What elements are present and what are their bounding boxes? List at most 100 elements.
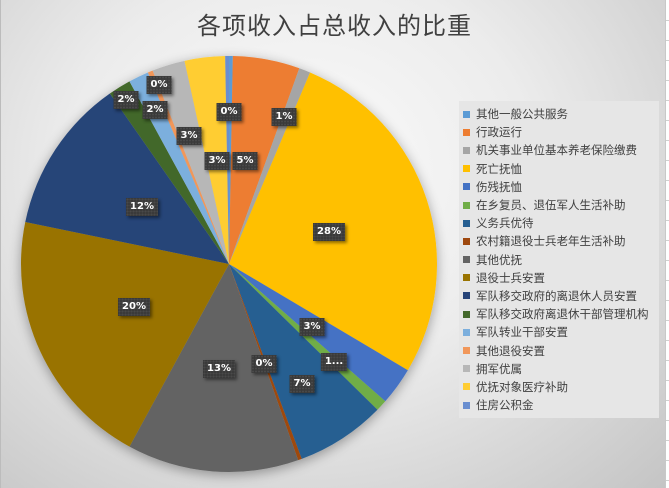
- pie-slice[interactable]: [109, 81, 229, 264]
- legend-swatch-icon: [463, 128, 470, 136]
- data-label[interactable]: 2%: [142, 101, 168, 119]
- legend-item[interactable]: 其他一般公共服务: [459, 105, 659, 123]
- data-label[interactable]: 1...: [320, 353, 348, 371]
- legend-label: 住房公积金: [476, 398, 534, 413]
- legend-swatch-icon: [463, 110, 470, 118]
- sheet-gridline-right: [665, 0, 669, 488]
- pie-slice[interactable]: [25, 93, 230, 265]
- pie-slice[interactable]: [20, 222, 230, 447]
- legend[interactable]: 其他一般公共服务 行政运行机关事业单位基本养老保险缴费 死亡抚恤伤残抚恤在乡复员、退…: [459, 101, 659, 418]
- pie-slice[interactable]: [152, 60, 229, 264]
- legend-item[interactable]: 军队移交政府的离退休人员安置: [459, 287, 659, 305]
- gridline-tick: [666, 20, 669, 21]
- pie-slice[interactable]: [229, 72, 438, 371]
- legend-swatch-icon: [463, 165, 470, 173]
- gridline-tick: [666, 220, 669, 221]
- legend-label: 农村籍退役士兵老年生活补助: [476, 234, 626, 249]
- data-label[interactable]: 2%: [113, 91, 139, 109]
- legend-swatch-icon: [463, 183, 470, 191]
- legend-label: 其他优抚: [476, 252, 522, 267]
- data-label[interactable]: 5%: [232, 152, 258, 170]
- data-label[interactable]: 0%: [251, 355, 277, 373]
- gridline-tick: [666, 340, 669, 341]
- legend-label: 军队移交政府的离退休人员安置: [476, 288, 637, 303]
- legend-item[interactable]: 伤残抚恤: [459, 178, 659, 196]
- gridline-tick: [666, 80, 669, 81]
- legend-swatch-icon: [463, 401, 470, 409]
- data-label[interactable]: 0%: [146, 76, 172, 94]
- legend-swatch-icon: [463, 237, 470, 245]
- legend-item[interactable]: 义务兵优待: [459, 214, 659, 232]
- gridline-tick: [666, 40, 669, 41]
- gridline-tick: [666, 260, 669, 261]
- data-label[interactable]: 7%: [289, 375, 315, 393]
- chart-title[interactable]: 各项收入占总收入的比重: [197, 12, 472, 40]
- legend-label: 优抚对象医疗补助: [476, 379, 568, 394]
- pie-slice[interactable]: [147, 70, 229, 264]
- legend-label: 机关事业单位基本养老保险缴费: [476, 143, 637, 158]
- legend-swatch-icon: [463, 365, 470, 373]
- legend-label: 其他一般公共服务: [476, 107, 568, 122]
- data-label[interactable]: 13%: [203, 360, 235, 378]
- sheet-gridline-left: [0, 0, 1, 488]
- gridline-tick: [666, 240, 669, 241]
- gridline-tick: [666, 160, 669, 161]
- legend-swatch-icon: [463, 201, 470, 209]
- legend-item[interactable]: 机关事业单位基本养老保险缴费: [459, 141, 659, 159]
- legend-label: 其他退役安置: [476, 343, 545, 358]
- legend-item[interactable]: 优抚对象医疗补助: [459, 378, 659, 396]
- data-label[interactable]: 20%: [118, 298, 150, 316]
- gridline-tick: [666, 320, 669, 321]
- gridline-tick: [666, 140, 669, 141]
- gridline-tick: [666, 360, 669, 361]
- legend-item[interactable]: 行政运行: [459, 123, 659, 141]
- legend-label: 行政运行: [476, 125, 522, 140]
- pie-slice[interactable]: [129, 72, 229, 264]
- pie-slices: [20, 56, 438, 473]
- gridline-tick: [666, 380, 669, 381]
- legend-item[interactable]: 拥军优属: [459, 360, 659, 378]
- legend-item[interactable]: 农村籍退役士兵老年生活补助: [459, 232, 659, 250]
- legend-label: 死亡抚恤: [476, 161, 522, 176]
- data-label[interactable]: 12%: [126, 198, 158, 216]
- legend-item[interactable]: 退役士兵安置: [459, 269, 659, 287]
- data-label[interactable]: 0%: [216, 103, 242, 121]
- gridline-tick: [666, 300, 669, 301]
- legend-item[interactable]: 军队移交政府离退休干部管理机构: [459, 305, 659, 323]
- pie-slice[interactable]: [229, 264, 386, 410]
- legend-item[interactable]: 其他退役安置: [459, 341, 659, 359]
- gridline-tick: [666, 100, 669, 101]
- legend-label: 退役士兵安置: [476, 270, 545, 285]
- gridline-tick: [666, 60, 669, 61]
- legend-swatch-icon: [463, 274, 470, 282]
- legend-label: 义务兵优待: [476, 216, 534, 231]
- legend-item[interactable]: 死亡抚恤: [459, 160, 659, 178]
- data-label[interactable]: 28%: [313, 223, 345, 241]
- data-label[interactable]: 1%: [271, 108, 297, 126]
- gridline-tick: [666, 180, 669, 181]
- legend-item[interactable]: 军队转业干部安置: [459, 323, 659, 341]
- gridline-tick: [666, 480, 669, 481]
- legend-swatch-icon: [463, 383, 470, 391]
- data-label[interactable]: 3%: [176, 127, 202, 145]
- pie-slice[interactable]: [229, 264, 378, 459]
- legend-item[interactable]: 在乡复员、退伍军人生活补助: [459, 196, 659, 214]
- legend-item[interactable]: 其他优抚: [459, 251, 659, 269]
- legend-swatch-icon: [463, 256, 470, 264]
- legend-swatch-icon: [463, 328, 470, 336]
- data-label[interactable]: 3%: [299, 318, 325, 336]
- data-label[interactable]: 3%: [204, 152, 230, 170]
- gridline-tick: [666, 280, 669, 281]
- legend-item[interactable]: 住房公积金: [459, 396, 659, 414]
- legend-swatch-icon: [463, 219, 470, 227]
- legend-swatch-icon: [463, 310, 470, 318]
- legend-label: 在乡复员、退伍军人生活补助: [476, 198, 626, 213]
- gridline-tick: [666, 200, 669, 201]
- legend-label: 军队转业干部安置: [476, 325, 568, 340]
- legend-swatch-icon: [463, 347, 470, 355]
- gridline-tick: [666, 400, 669, 401]
- legend-label: 伤残抚恤: [476, 179, 522, 194]
- gridline-tick: [666, 120, 669, 121]
